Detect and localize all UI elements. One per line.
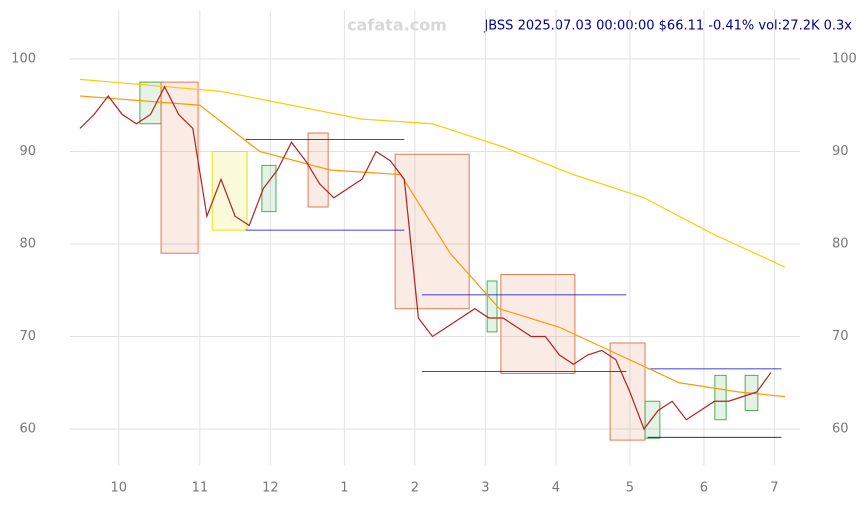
y-tick-label-right: 60 <box>832 422 849 437</box>
range-box <box>644 400 661 439</box>
x-tick-label: 4 <box>552 481 560 496</box>
chart-title: JBSS 2025.07.03 00:00:00 $66.11 -0.41% v… <box>483 19 852 34</box>
range-box <box>609 342 646 441</box>
y-tick-label-right: 90 <box>832 144 849 159</box>
x-tick-label: 6 <box>700 481 708 496</box>
x-tick-label: 12 <box>262 481 279 496</box>
y-tick-label: 70 <box>19 329 36 344</box>
range-box <box>714 374 727 421</box>
price-line <box>79 85 772 431</box>
x-tick-label: 3 <box>481 481 489 496</box>
y-tick-label-right: 100 <box>832 52 857 67</box>
x-tick-label: 10 <box>111 481 128 496</box>
y-tick-label-right: 70 <box>832 329 849 344</box>
y-tick-label: 60 <box>19 422 36 437</box>
price-line <box>79 78 786 268</box>
watermark: cafata.com <box>347 16 447 35</box>
x-tick-label: 5 <box>626 481 634 496</box>
range-box <box>139 81 162 125</box>
range-box <box>211 151 248 231</box>
range-box <box>394 153 470 310</box>
y-tick-label: 100 <box>11 52 36 67</box>
y-tick-label-right: 80 <box>832 237 849 252</box>
x-tick-label: 1 <box>340 481 348 496</box>
y-tick-label: 90 <box>19 144 36 159</box>
price-line <box>79 95 786 398</box>
range-box <box>160 81 199 254</box>
x-tick-label: 7 <box>770 481 778 496</box>
y-tick-label: 80 <box>19 237 36 252</box>
x-tick-label: 11 <box>192 481 209 496</box>
x-tick-label: 2 <box>411 481 419 496</box>
range-box <box>486 280 498 333</box>
